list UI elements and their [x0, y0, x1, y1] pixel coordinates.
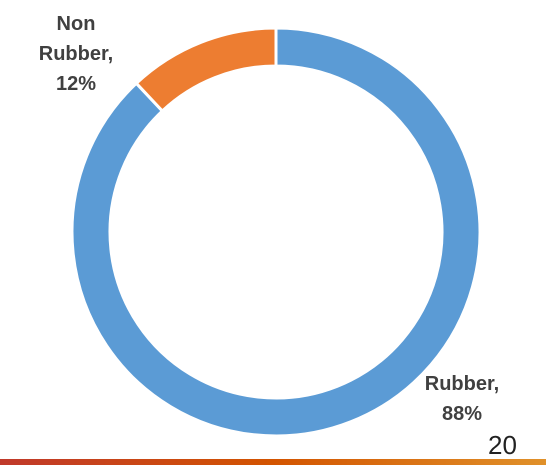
- data-label-rubber: Rubber, 88%: [425, 373, 499, 425]
- page-number: 20: [488, 430, 517, 460]
- donut-slice-rubber: [70, 26, 482, 438]
- donut-slice-non-rubber: [134, 26, 278, 114]
- data-label-non-rubber: Non Rubber, 12%: [39, 13, 113, 95]
- data-labels: Rubber, 88% Non Rubber, 12%: [39, 13, 499, 425]
- donut-slices: [70, 26, 482, 438]
- footer-accent-bar: [0, 459, 546, 465]
